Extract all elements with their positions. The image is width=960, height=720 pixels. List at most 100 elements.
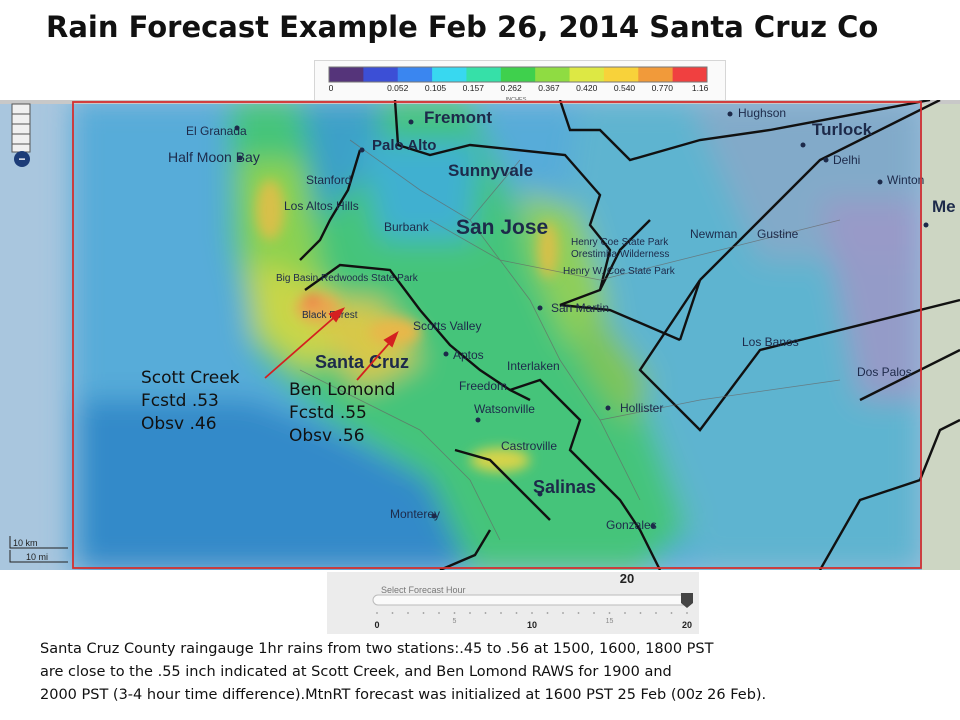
caption: Santa Cruz County raingauge 1hr rains fr… [40, 638, 766, 707]
colorbar-tick-label: 0.157 [463, 83, 485, 93]
place-label-dos-palos: Dos Palos [857, 365, 912, 379]
zoom-control[interactable]: − [11, 103, 31, 167]
ben-lomond-arrowhead [383, 330, 399, 348]
zoom-slider-track[interactable] [11, 103, 31, 153]
slider-minor-tick [670, 612, 673, 614]
place-label-gonzales: Gonzales [606, 518, 657, 532]
slider-minor-tick [531, 612, 533, 614]
colorbar-tick-label: 0.367 [538, 83, 560, 93]
slider-handle-knob[interactable] [681, 593, 693, 608]
slider-minor-tick [577, 612, 580, 614]
slider-handle[interactable] [681, 593, 693, 608]
place-label-winton: Winton [887, 173, 924, 187]
rain-map[interactable]: Fremont Hughson Turlock El Granada Palo … [0, 100, 960, 570]
slider-svg: Select Forecast Hour 20 0 5 10 15 20 [372, 571, 693, 630]
scott-creek-annotation: Scott Creek Fcstd .53 Obsv .46 [141, 367, 240, 436]
slider-label: Select Forecast Hour [381, 585, 466, 595]
annotation-arrows [264, 307, 399, 381]
precip-colorbar: 0 0.052 0.105 0.157 0.262 0.367 0.420 0.540 0.77… [314, 60, 726, 106]
slider-minor-tick [407, 612, 409, 614]
scott-creek-arrowhead [328, 307, 346, 323]
slider-current-value: 20 [620, 572, 634, 586]
place-label-freedom: Freedom [459, 379, 507, 393]
slider-minor-tick [453, 612, 456, 614]
colorbar-swatch [535, 67, 571, 82]
colorbar-tick-label: 0.770 [652, 83, 674, 93]
caption-line-2: are close to the .55 inch indicated at S… [40, 664, 672, 680]
scott-creek-arrow [264, 313, 339, 379]
scale-km: 10 km [13, 538, 38, 548]
town-markers [234, 111, 929, 529]
place-label-san-martin: San Martin [551, 301, 609, 315]
slider-minor-tick [500, 612, 502, 614]
slider-minor-ticks [376, 612, 688, 614]
place-label-gustine: Gustine [757, 227, 799, 241]
right-terrain [922, 100, 960, 570]
place-label-henry-w-coe-state-park: Henry W. Coe State Park [563, 266, 676, 277]
place-label-castroville: Castroville [501, 439, 557, 453]
colorbar-tick-label: 1.16 [692, 83, 709, 93]
slider-tick-label: 0 [374, 620, 379, 630]
slider-minor-tick [686, 612, 688, 614]
colorbar-tick-label: 0.420 [576, 83, 598, 93]
ben-lomond-annotation: Ben Lomond Fcstd .55 Obsv .56 [289, 379, 395, 448]
slider-minor-tick [546, 612, 549, 614]
map-frame [72, 101, 922, 569]
place-label-interlaken: Interlaken [507, 359, 560, 373]
place-label-los-altos-hills: Los Altos Hills [284, 199, 359, 213]
colorbar-tick-label: 0.262 [500, 83, 522, 93]
slider-minor-tick [376, 612, 378, 614]
colorbar-tick-label: 0.052 [387, 83, 409, 93]
colorbar-swatch [603, 67, 639, 82]
place-label-half-moon-bay: Half Moon Bay [168, 149, 260, 165]
colorbar-swatch [363, 67, 399, 82]
colorbar-frame [328, 66, 708, 83]
place-label-monterey: Monterey [390, 507, 440, 521]
zoom-out-icon[interactable]: − [18, 152, 25, 166]
place-label-stanford: Stanford [306, 173, 351, 187]
colorbar-swatch [638, 67, 674, 82]
ben-lomond-observed: Obsv .56 [289, 426, 365, 446]
place-label-orestimba-wilderness: Orestimba Wilderness [571, 249, 669, 260]
slider-minor-tick [655, 612, 657, 614]
slider-minor-tick [438, 612, 440, 614]
place-label-hughson: Hughson [738, 106, 786, 120]
slider-tick-label: 10 [527, 620, 537, 630]
place-label-aptos: Aptos [453, 348, 484, 362]
place-label-el-granada: El Granada [186, 124, 247, 138]
slider-minor-tick [484, 612, 487, 614]
scale-mi: 10 mi [26, 552, 48, 562]
colorbar-svg: 0 0.052 0.105 0.157 0.262 0.367 0.420 0.540 0.77… [328, 66, 709, 103]
precip-hotspots [256, 180, 558, 472]
colorbar-tick-label: 0 [329, 83, 334, 93]
slider-tick-label: 15 [606, 618, 614, 625]
scott-creek-observed: Obsv .46 [141, 414, 217, 434]
colorbar-swatch [329, 67, 364, 82]
slider-minor-tick [562, 612, 564, 614]
place-label-salinas: Salinas [533, 477, 596, 497]
slider-minor-tick [639, 612, 642, 614]
place-label-burbank: Burbank [384, 220, 430, 234]
slide-title: Rain Forecast Example Feb 26, 2014 Santa… [46, 10, 879, 44]
colorbar-swatch [466, 67, 502, 82]
place-label-watsonville: Watsonville [474, 402, 535, 416]
caption-line-1: Santa Cruz County raingauge 1hr rains fr… [40, 641, 714, 657]
slider-tick-label: 20 [682, 620, 692, 630]
place-label-scotts-valley: Scotts Valley [413, 319, 481, 333]
zoom-out-button[interactable] [14, 151, 30, 167]
place-label-big-basin-redwoods-state-park: Big Basin Redwoods State Park [276, 273, 419, 284]
place-label-palo-alto: Palo Alto [372, 137, 436, 154]
slider-track[interactable] [372, 594, 692, 606]
slider-minor-tick [624, 612, 626, 614]
place-label-sunnyvale: Sunnyvale [448, 161, 533, 180]
slider-tick-label: 5 [453, 618, 457, 625]
caption-line-3: 2000 PST (3-4 hour time difference).MtnR… [40, 687, 767, 703]
colorbar-tick-label: 0.105 [425, 83, 447, 93]
place-label-me: Me [932, 197, 956, 216]
place-label-black-forest: Black Forest [302, 310, 358, 321]
colorbar-swatch [432, 67, 467, 82]
place-label-henry-coe-state-park: Henry Coe State Park [571, 237, 669, 248]
slider-minor-tick [593, 612, 595, 614]
colorbar-tick-label: 0.540 [614, 83, 636, 93]
colorbar-swatch [397, 67, 433, 82]
